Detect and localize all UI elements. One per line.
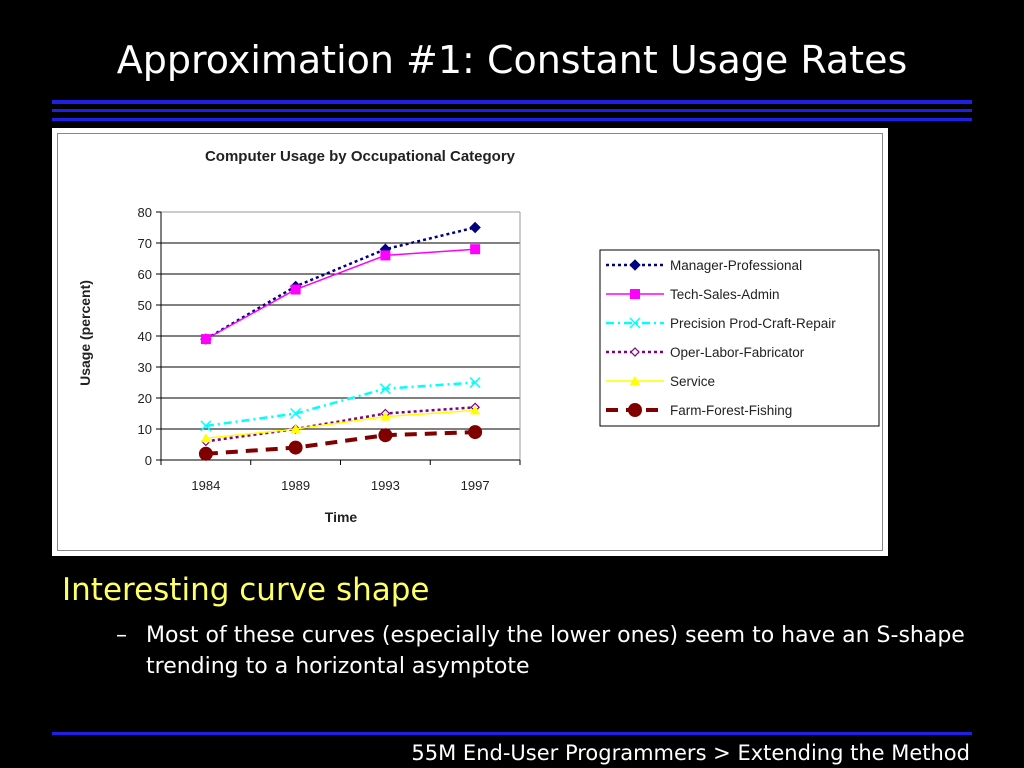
legend-label: Manager-Professional (670, 258, 802, 273)
data-point (290, 407, 302, 420)
legend-marker (630, 376, 640, 385)
legend-marker (629, 317, 641, 329)
footer-rule (52, 732, 972, 735)
data-point (290, 424, 301, 433)
footer-text: 55M End-User Programmers > Extending the… (411, 741, 970, 765)
title-rule-1 (52, 100, 972, 104)
x-axis-label: Time (325, 509, 358, 525)
sub-bullet-text: Most of these curves (especially the low… (146, 623, 965, 679)
chart-title: Computer Usage by Occupational Category (205, 148, 516, 165)
legend-label: Service (670, 374, 715, 389)
slide-title: Approximation #1: Constant Usage Rates (116, 38, 908, 82)
data-point (469, 376, 481, 389)
data-point (380, 411, 391, 421)
y-tick-label: 10 (138, 422, 152, 437)
data-point (200, 433, 211, 443)
data-point (198, 446, 213, 461)
series-line-0 (205, 226, 476, 341)
line-chart: Computer Usage by Occupational Category … (77, 148, 880, 525)
legend-label: Precision Prod-Craft-Repair (670, 316, 836, 331)
data-point (378, 428, 393, 443)
legend-marker (629, 259, 641, 271)
y-tick-label: 60 (138, 267, 152, 282)
y-tick-label: 50 (138, 298, 152, 313)
series-line-2 (205, 381, 476, 428)
data-point (468, 425, 483, 440)
y-tick-label: 0 (145, 453, 152, 468)
legend-label: Farm-Forest-Fishing (670, 403, 792, 418)
data-point (470, 244, 481, 255)
data-point (379, 383, 391, 395)
legend-marker (628, 403, 642, 417)
data-point (469, 221, 481, 234)
series-line-4 (205, 409, 476, 440)
bullet-point: Interesting curve shape (62, 572, 430, 608)
legend-box (599, 249, 880, 427)
data-point (470, 405, 481, 415)
x-tick-label: 1989 (281, 478, 310, 493)
y-tick-label: 20 (138, 391, 152, 406)
series-line-3 (205, 406, 476, 443)
data-point (288, 440, 303, 455)
series-line-1 (205, 248, 476, 340)
data-point (290, 284, 301, 295)
chart-frame: Computer Usage by Occupational Category … (52, 128, 888, 556)
legend-marker (630, 347, 640, 357)
legend-label: Oper-Labor-Fabricator (670, 345, 805, 360)
sub-bullet-dash: – (116, 623, 127, 648)
x-tick-label: 1993 (371, 478, 400, 493)
title-rule-2 (52, 109, 972, 112)
y-tick-label: 80 (138, 205, 152, 220)
legend-label: Tech-Sales-Admin (670, 287, 780, 302)
data-point (380, 250, 391, 261)
data-point (200, 334, 211, 345)
x-tick-label: 1984 (191, 478, 220, 493)
chart-inner-border (57, 133, 883, 551)
y-axis-label: Usage (percent) (77, 280, 93, 386)
y-tick-label: 70 (138, 236, 152, 251)
x-tick-label: 1997 (461, 478, 490, 493)
y-tick-label: 30 (138, 360, 152, 375)
series-line-5 (205, 430, 476, 456)
legend-marker (630, 289, 640, 299)
title-rule-3 (52, 118, 972, 121)
data-point (200, 420, 212, 432)
y-tick-label: 40 (138, 329, 152, 344)
